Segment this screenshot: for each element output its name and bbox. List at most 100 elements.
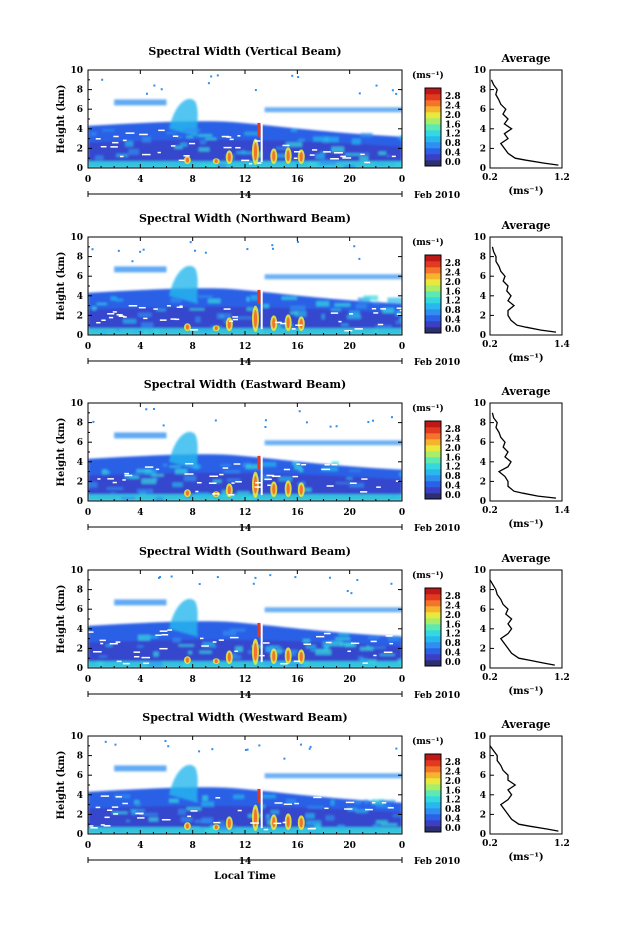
missing-data <box>266 474 275 477</box>
missing-data <box>232 316 239 318</box>
average-y-tick-label: 0 <box>480 497 486 507</box>
missing-data <box>396 313 402 315</box>
echo-patch <box>355 304 367 309</box>
x-tick-label: 4 <box>137 675 143 685</box>
colorbar-swatch <box>425 106 441 113</box>
echo-patch <box>149 661 162 664</box>
missing-data <box>187 815 191 818</box>
missing-data <box>137 817 145 819</box>
colorbar-tick-label: 0.8 <box>445 805 461 815</box>
average-x-tick-label: 0.2 <box>482 506 498 516</box>
echo-patch <box>307 806 324 809</box>
echo-patch <box>371 799 385 805</box>
echo-patch <box>278 476 293 482</box>
x-tick-label: 0 <box>399 675 405 685</box>
y-tick-label: 0 <box>77 664 83 674</box>
isolated-echo <box>204 251 207 254</box>
missing-data <box>263 828 269 831</box>
echo-patch <box>169 798 179 803</box>
missing-data <box>267 484 271 487</box>
missing-data <box>219 473 224 476</box>
echo-patch <box>217 820 225 826</box>
missing-data <box>113 813 119 815</box>
colorbar-swatch <box>425 796 441 803</box>
y-tick-label: 4 <box>77 625 83 635</box>
date-day: 14 <box>239 524 252 534</box>
echo-patch <box>324 645 329 651</box>
missing-data <box>226 136 232 138</box>
missing-data <box>99 639 106 642</box>
data-gap <box>260 70 263 163</box>
data-gap <box>260 736 263 829</box>
echo-patch <box>130 809 145 812</box>
average-y-tick-label: 2 <box>480 644 486 654</box>
isolated-echo <box>309 745 312 748</box>
colorbar-swatch <box>425 618 441 625</box>
echo-patch <box>266 814 270 818</box>
echo-patch <box>137 488 153 495</box>
date-day: 14 <box>239 191 252 201</box>
missing-data <box>153 308 158 310</box>
upper-layer-streak <box>264 773 402 779</box>
colorbar-swatch <box>425 469 441 476</box>
x-tick-label: 8 <box>190 508 196 518</box>
echo-patch <box>392 814 402 818</box>
colorbar-tick-label: 0.4 <box>445 149 461 159</box>
echo-patch <box>399 135 402 139</box>
echo-patch <box>124 474 136 479</box>
upper-layer-streak <box>114 599 167 606</box>
colorbar-swatch <box>425 760 441 767</box>
missing-data <box>248 162 253 165</box>
isolated-echo <box>216 74 219 77</box>
echo-patch <box>143 330 148 335</box>
colorbar-tick-label: 1.6 <box>445 287 461 297</box>
colorbar-swatch <box>425 309 441 316</box>
missing-data <box>122 662 130 665</box>
average-title: Average <box>500 552 550 565</box>
average-x-tick-label: 0.2 <box>482 839 498 849</box>
colorbar-swatch <box>425 124 441 131</box>
colorbar-tick-label: 2.8 <box>445 259 461 269</box>
x-tick-label: 16 <box>291 841 304 851</box>
missing-data <box>296 463 301 465</box>
missing-data <box>280 662 288 665</box>
missing-data <box>90 827 98 829</box>
colorbar-tick-label: 0.0 <box>445 824 461 834</box>
echo-patch <box>228 654 242 660</box>
panel-2: Spectral Width (Northward Beam)0246810He… <box>56 212 570 368</box>
missing-data <box>100 145 107 148</box>
echo-patch <box>301 481 305 485</box>
colorbar-swatch <box>425 457 441 464</box>
missing-data <box>292 475 299 478</box>
echo-patch <box>397 658 402 665</box>
echo-patch <box>355 809 368 813</box>
echo-patch <box>102 330 107 335</box>
echo-patch <box>305 813 315 819</box>
missing-data <box>229 636 239 639</box>
echo-patch <box>399 136 402 140</box>
isolated-echo <box>131 260 134 263</box>
echo-patch <box>162 463 168 467</box>
average-frame <box>489 569 563 669</box>
isolated-echo <box>91 248 94 251</box>
echo-patch <box>116 153 129 158</box>
missing-data <box>301 463 307 466</box>
missing-data <box>295 324 303 326</box>
echo-patch <box>281 296 297 300</box>
colorbar-swatch <box>425 463 441 470</box>
colorbar-tick-label: 1.2 <box>445 630 461 640</box>
average-x-tick-label: 1.4 <box>554 340 570 350</box>
average-frame <box>489 735 563 835</box>
echo-patch <box>90 132 97 136</box>
echo-patch <box>398 472 402 476</box>
colorbar-tick-label: 0.0 <box>445 158 461 168</box>
echo-patch <box>363 295 378 301</box>
missing-data <box>159 630 168 632</box>
echo-patch <box>401 482 402 488</box>
echo-patch <box>148 817 159 822</box>
echo-patch <box>151 473 164 477</box>
missing-data <box>342 157 352 159</box>
echo-patch <box>329 641 343 647</box>
echo-patch <box>178 644 194 647</box>
echo-patch <box>364 799 369 805</box>
